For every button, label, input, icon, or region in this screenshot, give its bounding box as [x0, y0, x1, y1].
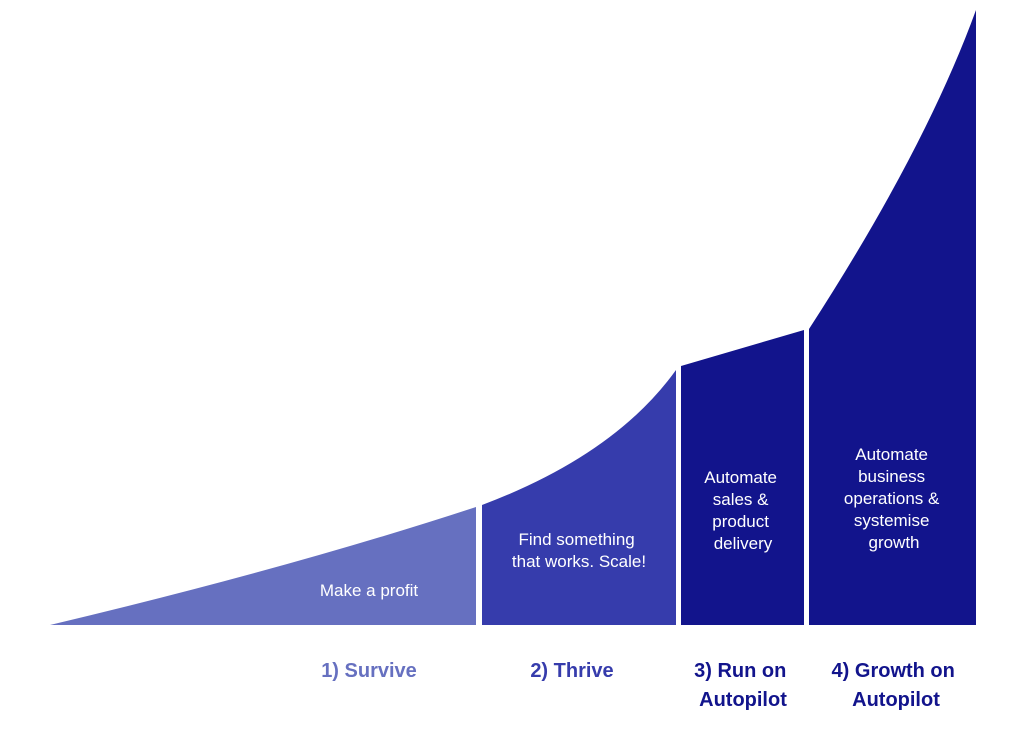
stage-growth-on-autopilot-label: 4) Growth on Autopilot [832, 660, 961, 711]
stage-thrive-description-line: that works. Scale! [512, 552, 646, 571]
stage-run-on-autopilot-description-line: Automate [704, 468, 777, 487]
stage-run-on-autopilot-label: 3) Run on Autopilot [694, 660, 792, 711]
stage-survive-area [50, 507, 476, 625]
stage-thrive-area [482, 370, 676, 625]
stage-growth-on-autopilot-description-line: business [858, 467, 925, 486]
stage-growth-on-autopilot-description-line: growth [868, 533, 919, 552]
stage-growth-on-autopilot-description-line: systemise [854, 511, 930, 530]
stage-growth-on-autopilot-area [809, 10, 976, 625]
stage-survive-label-line: 1) Survive [321, 660, 417, 682]
stage-survive: Make a profit 1) Survive [50, 507, 476, 682]
stage-survive-label: 1) Survive [321, 660, 417, 682]
stage-run-on-autopilot-description-line: delivery [714, 534, 773, 553]
stage-run-on-autopilot-description: Automate sales & product delivery [704, 468, 782, 553]
stage-run-on-autopilot-description-line: product [712, 512, 769, 531]
stage-growth-on-autopilot-description: Automate business operations & systemise… [844, 445, 944, 552]
stage-thrive-description: Find something that works. Scale! [512, 530, 646, 571]
stage-thrive-label: 2) Thrive [530, 660, 613, 682]
stage-growth-on-autopilot: Automate business operations & systemise… [809, 10, 976, 711]
stage-thrive-label-line: 2) Thrive [530, 660, 613, 682]
stage-run-on-autopilot-label-line: Autopilot [699, 689, 787, 711]
stage-thrive-description-line: Find something [519, 530, 635, 549]
stage-run-on-autopilot-label-line: 3) Run on [694, 660, 786, 682]
stage-growth-on-autopilot-label-line: 4) Growth on [832, 660, 955, 682]
stage-survive-description-line: Make a profit [320, 581, 419, 600]
stage-run-on-autopilot: Automate sales & product delivery 3) Run… [681, 330, 804, 711]
stage-thrive: Find something that works. Scale! 2) Thr… [482, 370, 676, 682]
stage-growth-on-autopilot-label-line: Autopilot [852, 689, 940, 711]
stage-growth-on-autopilot-description-line: Automate [855, 445, 928, 464]
stage-growth-on-autopilot-description-line: operations & [844, 489, 940, 508]
stage-run-on-autopilot-description-line: sales & [713, 490, 769, 509]
stage-survive-description: Make a profit [320, 581, 419, 600]
stage-run-on-autopilot-area [681, 330, 804, 625]
